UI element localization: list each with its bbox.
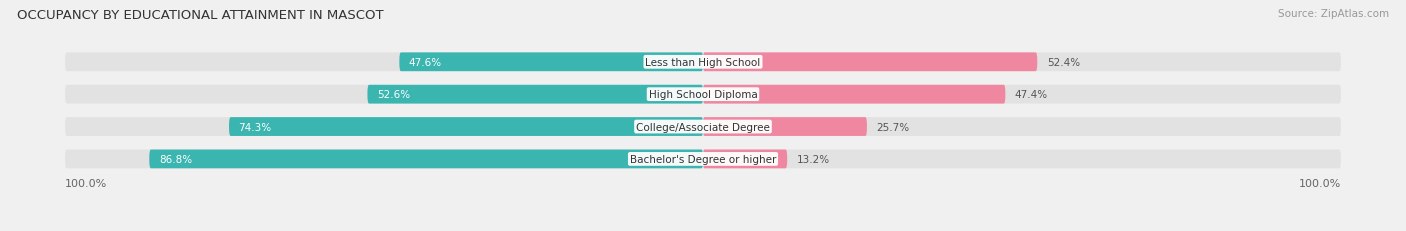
FancyBboxPatch shape xyxy=(65,118,1341,136)
Text: Source: ZipAtlas.com: Source: ZipAtlas.com xyxy=(1278,9,1389,19)
FancyBboxPatch shape xyxy=(703,85,1005,104)
Text: 52.6%: 52.6% xyxy=(377,90,411,100)
Text: 100.0%: 100.0% xyxy=(65,178,107,188)
FancyBboxPatch shape xyxy=(229,118,703,136)
Text: College/Associate Degree: College/Associate Degree xyxy=(636,122,770,132)
Text: High School Diploma: High School Diploma xyxy=(648,90,758,100)
FancyBboxPatch shape xyxy=(65,150,1341,169)
FancyBboxPatch shape xyxy=(149,150,703,169)
Text: 74.3%: 74.3% xyxy=(239,122,271,132)
FancyBboxPatch shape xyxy=(65,53,1341,72)
Text: 47.6%: 47.6% xyxy=(409,58,441,67)
Text: OCCUPANCY BY EDUCATIONAL ATTAINMENT IN MASCOT: OCCUPANCY BY EDUCATIONAL ATTAINMENT IN M… xyxy=(17,9,384,22)
FancyBboxPatch shape xyxy=(65,85,1341,104)
Text: 25.7%: 25.7% xyxy=(876,122,910,132)
Text: 100.0%: 100.0% xyxy=(1299,178,1341,188)
FancyBboxPatch shape xyxy=(703,53,1038,72)
Text: 13.2%: 13.2% xyxy=(797,154,830,164)
Text: 47.4%: 47.4% xyxy=(1015,90,1047,100)
FancyBboxPatch shape xyxy=(399,53,703,72)
Text: 52.4%: 52.4% xyxy=(1047,58,1080,67)
FancyBboxPatch shape xyxy=(703,118,868,136)
FancyBboxPatch shape xyxy=(703,150,787,169)
Text: Less than High School: Less than High School xyxy=(645,58,761,67)
Text: Bachelor's Degree or higher: Bachelor's Degree or higher xyxy=(630,154,776,164)
Text: 86.8%: 86.8% xyxy=(159,154,193,164)
FancyBboxPatch shape xyxy=(367,85,703,104)
